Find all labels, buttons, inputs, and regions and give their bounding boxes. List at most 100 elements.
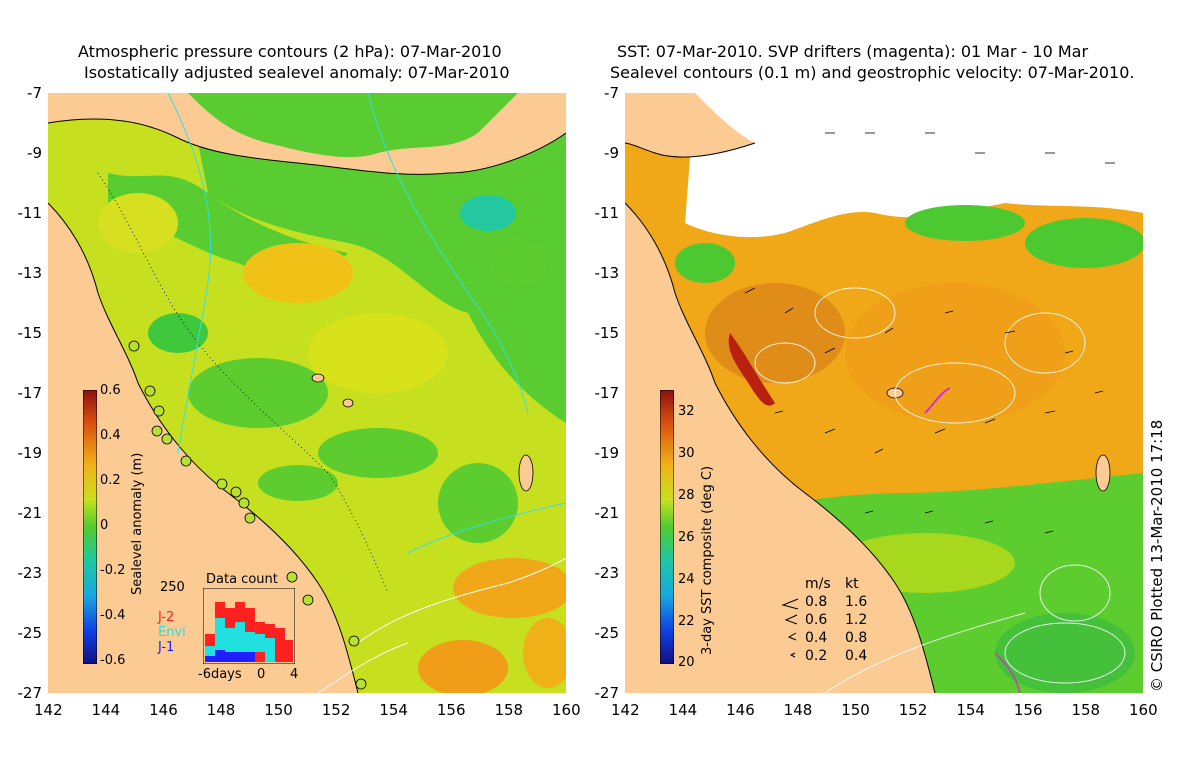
hist-bar bbox=[255, 634, 265, 652]
left-lat-label: -23 bbox=[17, 564, 43, 582]
hist-bar bbox=[265, 638, 275, 662]
hist-bar bbox=[215, 650, 225, 662]
right-cbar-label: 3-day SST composite (deg C) bbox=[700, 465, 715, 655]
left-lat-label: -7 bbox=[27, 84, 42, 102]
right-cb-tick-5: 22 bbox=[678, 614, 695, 629]
left-lat-label: -13 bbox=[17, 264, 43, 282]
right-lon-label: 148 bbox=[783, 701, 813, 719]
left-cbar-label: Sealevel anomaly (m) bbox=[130, 452, 145, 595]
left-title-line2: Isostatically adjusted sealevel anomaly:… bbox=[84, 63, 510, 82]
left-lon-label: 156 bbox=[436, 701, 466, 719]
left-cb-tick-5: -0.4 bbox=[100, 608, 126, 623]
hist-bar bbox=[205, 656, 215, 662]
left-lat-label: -21 bbox=[17, 504, 43, 522]
left-cb-tick-2: 0.2 bbox=[100, 473, 121, 488]
right-lat-label: -27 bbox=[594, 684, 620, 702]
left-lat-label: -15 bbox=[17, 324, 43, 342]
right-lat-label: -15 bbox=[594, 324, 620, 342]
right-lon-label: 152 bbox=[898, 701, 928, 719]
data-count-max: 250 bbox=[160, 580, 185, 595]
right-lon-label: 158 bbox=[1071, 701, 1101, 719]
left-lon-label: 146 bbox=[149, 701, 178, 719]
hist-xlabel-1: 0 bbox=[257, 667, 266, 682]
hist-bar bbox=[215, 618, 225, 650]
right-lat-label: -17 bbox=[594, 384, 620, 402]
left-lon-label: 158 bbox=[494, 701, 524, 719]
right-cb-tick-0: 32 bbox=[678, 404, 695, 419]
vel-row-ms: 0.8 bbox=[805, 594, 828, 610]
hist-bar bbox=[225, 628, 235, 652]
left-lon-label: 160 bbox=[552, 701, 581, 719]
sst-map bbox=[625, 93, 1143, 693]
hist-xlabel-2: 4 bbox=[290, 667, 299, 682]
vel-row-kt: 0.4 bbox=[845, 648, 868, 664]
left-lon-label: 148 bbox=[206, 701, 236, 719]
left-lat-label: -17 bbox=[17, 384, 43, 402]
right-lon-label: 156 bbox=[1013, 701, 1043, 719]
right-lat-label: -21 bbox=[594, 504, 620, 522]
right-cb-tick-1: 30 bbox=[678, 446, 695, 461]
legend-j1: J-1 bbox=[158, 640, 175, 655]
left-cb-tick-3: 0 bbox=[100, 518, 109, 533]
right-lon-label: 146 bbox=[726, 701, 755, 719]
left-lon-label: 142 bbox=[34, 701, 63, 719]
left-lat-label: -25 bbox=[17, 624, 43, 642]
vel-row-kt: 1.2 bbox=[845, 612, 868, 628]
left-lat-label: -11 bbox=[17, 204, 43, 222]
left-map-panel bbox=[48, 93, 566, 693]
csiro-credit: © CSIRO Plotted 13-Mar-2010 17:18 bbox=[1148, 419, 1166, 692]
right-lat-label: -13 bbox=[594, 264, 620, 282]
vel-row-ms: 0.4 bbox=[805, 630, 828, 646]
vel-header-kt: kt bbox=[845, 576, 859, 592]
vel-header-ms: m/s bbox=[805, 576, 831, 592]
vel-row-kt: 1.6 bbox=[845, 594, 868, 610]
left-lat-label: -27 bbox=[17, 684, 43, 702]
hist-bar bbox=[245, 652, 255, 662]
right-title-line2: Sealevel contours (0.1 m) and geostrophi… bbox=[610, 63, 1135, 82]
left-lat-label: -9 bbox=[27, 144, 42, 162]
right-cb-tick-2: 28 bbox=[678, 488, 695, 503]
vel-row-ms: 0.6 bbox=[805, 612, 828, 628]
left-lon-label: 144 bbox=[91, 701, 121, 719]
right-lat-label: -9 bbox=[604, 144, 619, 162]
sealevel-anomaly-map bbox=[48, 93, 566, 693]
legend-j2: J-2 bbox=[158, 610, 175, 625]
hist-bar bbox=[205, 646, 215, 656]
left-cb-tick-6: -0.6 bbox=[100, 653, 126, 668]
left-cb-tick-4: -0.2 bbox=[100, 563, 126, 578]
right-map-panel bbox=[625, 93, 1143, 693]
right-lon-label: 142 bbox=[611, 701, 640, 719]
right-lat-label: -7 bbox=[604, 84, 619, 102]
right-cb-tick-3: 26 bbox=[678, 530, 695, 545]
right-title-line1: SST: 07-Mar-2010. SVP drifters (magenta)… bbox=[617, 42, 1089, 61]
right-lat-label: -25 bbox=[594, 624, 620, 642]
left-cb-tick-1: 0.4 bbox=[100, 428, 121, 443]
data-count-histogram bbox=[203, 588, 295, 664]
right-lon-label: 150 bbox=[841, 701, 870, 719]
right-lon-label: 144 bbox=[668, 701, 698, 719]
left-lat-label: -19 bbox=[17, 444, 43, 462]
hist-bar bbox=[225, 652, 235, 662]
right-colorbar bbox=[660, 390, 674, 664]
hist-bar bbox=[275, 628, 285, 662]
right-lat-label: -23 bbox=[594, 564, 620, 582]
hist-bar bbox=[245, 632, 255, 652]
vel-row-kt: 0.8 bbox=[845, 630, 868, 646]
hist-xlabel-0: -6days bbox=[198, 667, 242, 682]
right-lat-label: -11 bbox=[594, 204, 620, 222]
right-lon-label: 154 bbox=[956, 701, 985, 719]
data-count-title: Data count bbox=[206, 572, 278, 587]
right-cb-tick-6: 20 bbox=[678, 655, 695, 670]
left-lon-label: 150 bbox=[264, 701, 293, 719]
hist-bar bbox=[235, 622, 245, 652]
right-lat-label: -19 bbox=[594, 444, 620, 462]
right-cb-tick-4: 24 bbox=[678, 572, 695, 587]
hist-bar bbox=[285, 640, 293, 662]
velocity-legend-arrows bbox=[781, 598, 799, 658]
legend-envi: Envi bbox=[158, 625, 186, 640]
vel-row-ms: 0.2 bbox=[805, 648, 828, 664]
left-cb-tick-0: 0.6 bbox=[100, 383, 121, 398]
left-lon-label: 154 bbox=[379, 701, 408, 719]
left-title-line1: Atmospheric pressure contours (2 hPa): 0… bbox=[78, 42, 502, 61]
left-lon-label: 152 bbox=[321, 701, 351, 719]
